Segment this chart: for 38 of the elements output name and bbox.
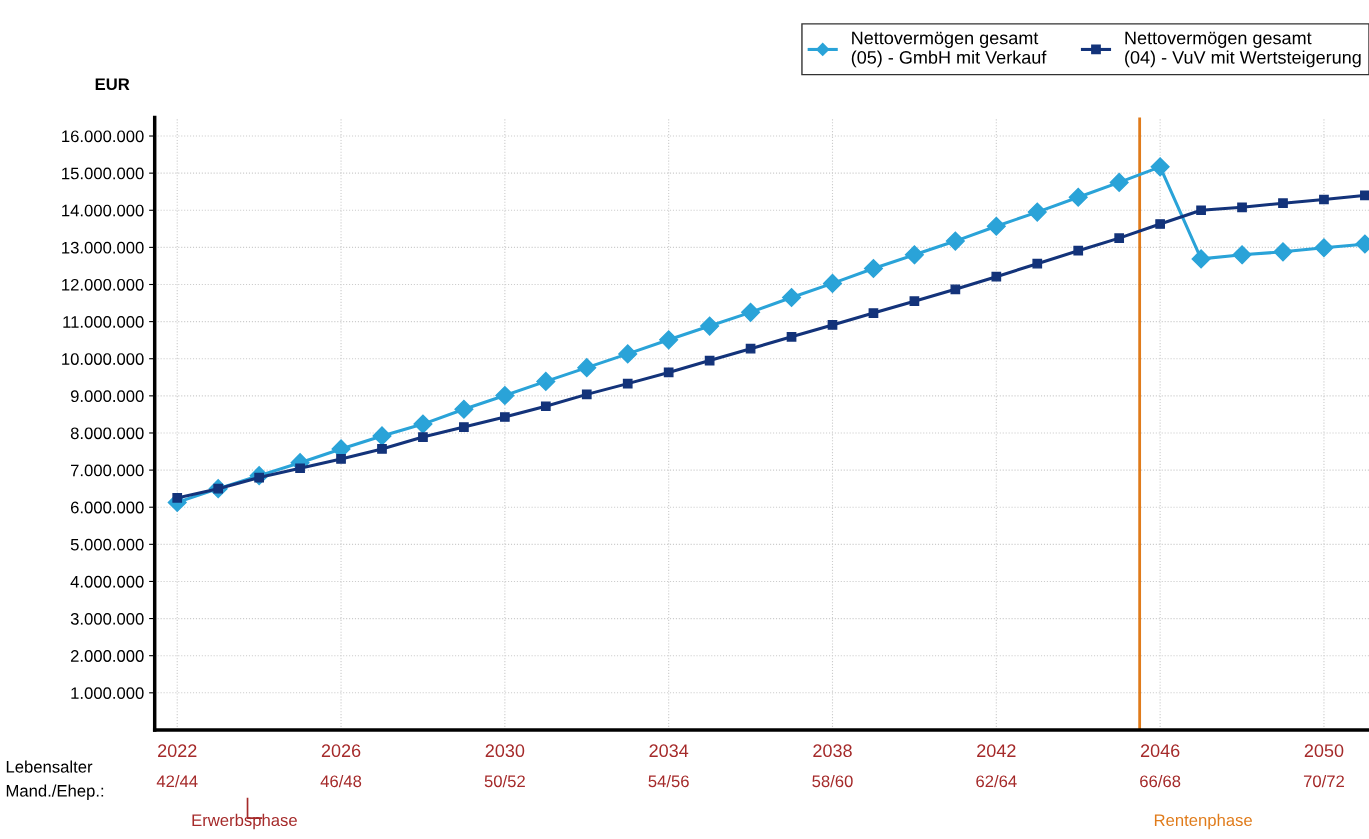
text: 62/64 [976, 774, 1017, 788]
x-tick-label: 2026 [321, 744, 361, 758]
y-tick-label: 4.000.000 [70, 575, 144, 588]
text: Erwerbsphase [192, 813, 297, 830]
y-tick-label: 15.000.000 [62, 167, 144, 180]
x-tick-label: 2034 [649, 744, 689, 758]
text: 46/48 [320, 774, 362, 788]
legend-label: Nettovermögen gesamt (05) - GmbH mit Verkauf [851, 31, 1047, 68]
y-tick-label: 10.000.000 [62, 353, 144, 365]
y-tick-label: 11.000.000 [63, 316, 144, 328]
y-tick-label: 6.000.000 [70, 501, 144, 514]
text: Lebensalter Mand./Ehep.: [6, 760, 104, 801]
y-tick-label: 16.000.000 [62, 130, 144, 143]
y-tick-label: 5.000.000 [70, 538, 144, 551]
y-tick-label: 14.000.000 [62, 204, 144, 217]
legend-label: Nettovermögen gesamt (04) - VuV mit Wertsteigerung [1125, 31, 1361, 68]
y-tick-label: 2.000.000 [70, 650, 144, 662]
text: 54/56 [648, 774, 689, 788]
ref-line-label: Rentenphase [1154, 813, 1252, 830]
x-tick-label: 2042 [977, 744, 1016, 758]
x-tick-label: 2022 [158, 744, 197, 758]
y-tick-label: 12.000.000 [62, 278, 144, 291]
y-tick-label: 1.000.000 [71, 687, 144, 700]
text: 50/52 [484, 774, 525, 788]
text: 42/44 [156, 774, 198, 788]
x-tick-label: 2030 [485, 744, 525, 758]
y-tick-label: 13.000.000 [62, 241, 144, 254]
x-tick-label: 2050 [1304, 744, 1344, 758]
y-tick-label: 3.000.000 [70, 612, 144, 625]
text: 70/72 [1303, 774, 1344, 788]
y-tick-label: 9.000.000 [70, 390, 144, 403]
text: 66/68 [1140, 774, 1181, 788]
text: 58/60 [812, 774, 853, 788]
x-tick-label: 2046 [1140, 744, 1180, 758]
y-tick-label: 7.000.000 [71, 464, 144, 477]
x-tick-label: 2038 [813, 744, 852, 758]
y-tick-label: 8.000.000 [70, 427, 144, 440]
y-axis-title: EUR [95, 78, 130, 91]
